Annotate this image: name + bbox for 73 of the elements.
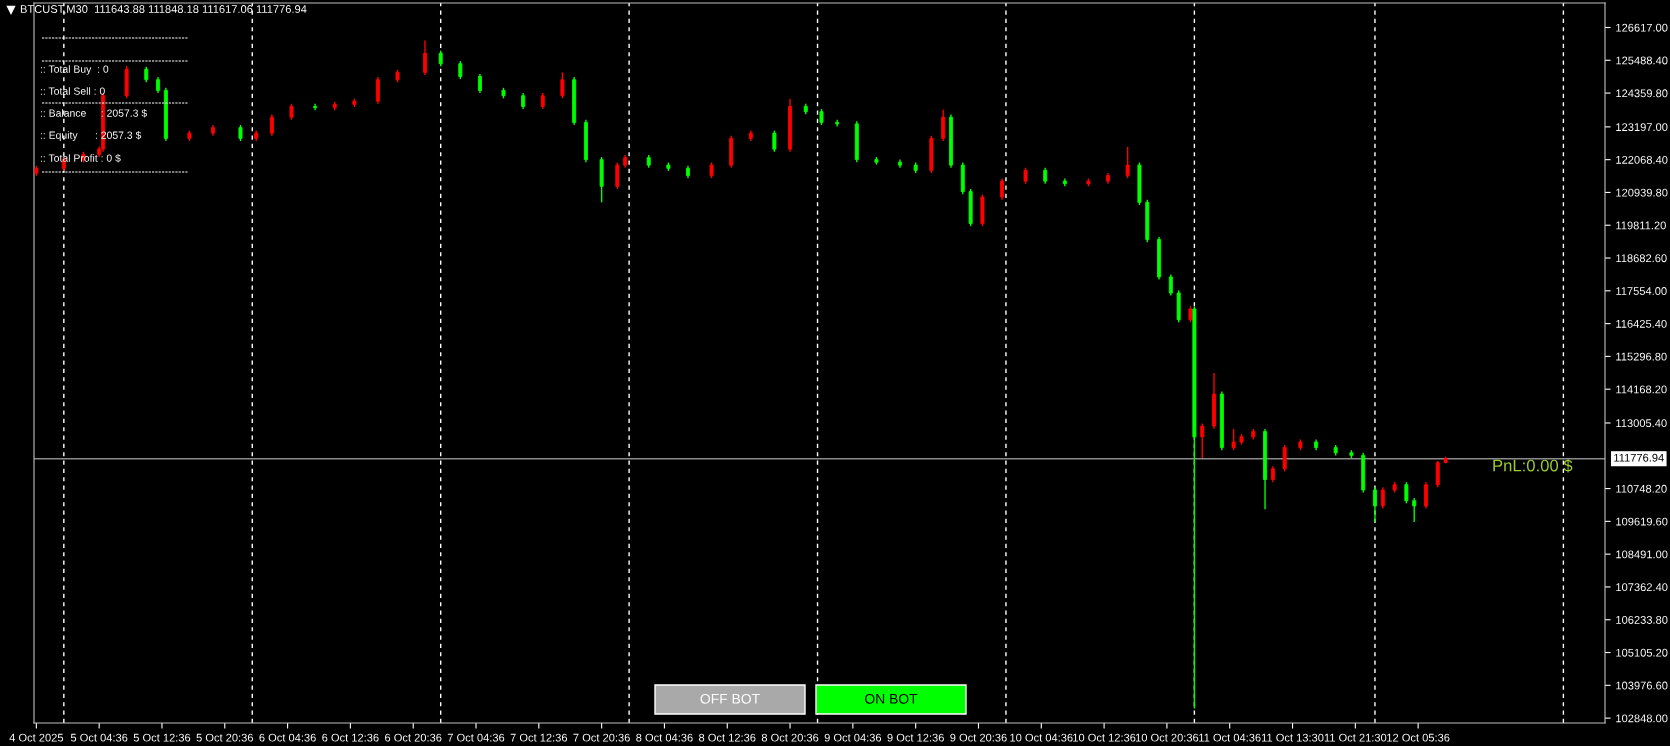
y-tick-label: 117554.00 <box>1616 287 1667 295</box>
candlestick <box>1412 497 1417 523</box>
x-tick-label: 10 Oct 12:36 <box>1073 733 1136 742</box>
x-tick-label: 6 Oct 20:36 <box>385 733 442 742</box>
candlestick <box>1168 273 1173 297</box>
x-tick-label: 4 Oct 2025 <box>9 733 64 742</box>
x-tick-label: 10 Oct 04:36 <box>1010 733 1073 742</box>
candlestick <box>615 161 620 190</box>
x-tick-label: 9 Oct 04:36 <box>824 733 882 742</box>
y-tick-label: 113005.40 <box>1616 419 1667 428</box>
chart-title: BTCUST,M30 111643.88 111848.18 111617.06 111776.94 <box>20 5 307 15</box>
x-tick-label: 5 Oct 04:36 <box>70 733 128 742</box>
x-tick-label: 9 Oct 12:36 <box>887 733 944 742</box>
annotation: ON BOT <box>865 693 918 704</box>
x-tick-label: 7 Oct 12:36 <box>510 733 568 742</box>
y-tick-label: 109619.60 <box>1616 517 1668 526</box>
x-tick-label: 11 Oct 04:36 <box>1199 733 1261 742</box>
y-tick-label: 103976.60 <box>1616 681 1668 690</box>
candlestick <box>1435 460 1440 489</box>
candlestick <box>1282 444 1287 473</box>
y-tick-label: 108491.00 <box>1616 550 1668 559</box>
annotation: OFF BOT <box>700 693 760 704</box>
annotation: :: Balance : 2057.3 $ <box>40 108 147 118</box>
candlestick <box>1424 481 1428 510</box>
candlestick <box>1000 177 1005 201</box>
candlestick <box>477 73 482 94</box>
candlestick <box>772 129 777 153</box>
candlestick <box>560 71 565 99</box>
y-tick-label: 125488.40 <box>1616 56 1668 65</box>
annotation: :: Total Buy : 0 <box>40 65 109 75</box>
candlestick <box>1125 146 1130 179</box>
y-tick-label: 120939.80 <box>1616 188 1668 197</box>
x-tick-label: 9 Oct 20:36 <box>950 733 1007 742</box>
x-tick-label: 5 Oct 20:36 <box>196 733 254 742</box>
y-tick-label: 107362.40 <box>1616 583 1668 592</box>
x-tick-label: 12 Oct 05:36 <box>1387 733 1450 742</box>
candlestick <box>941 108 946 142</box>
y-tick-label: 102848.00 <box>1616 714 1668 723</box>
y-tick-label: 116425.40 <box>1616 319 1667 328</box>
x-tick-label: 8 Oct 20:36 <box>761 733 819 742</box>
x-tick-label: 11 Oct 13:30 <box>1261 733 1324 742</box>
x-tick-label: 6 Oct 12:36 <box>322 733 379 742</box>
y-tick-label: 106233.80 <box>1616 616 1668 624</box>
y-tick-label: 115296.80 <box>1616 352 1667 361</box>
candlestick <box>1372 486 1377 523</box>
x-tick-label: 7 Oct 04:36 <box>447 733 505 742</box>
y-tick-label: 126617.00 <box>1616 23 1668 32</box>
y-tick-label: 119811.20 <box>1616 221 1666 230</box>
y-tick-label: 123197.00 <box>1616 123 1668 131</box>
x-tick-label: 5 Oct 12:36 <box>133 733 191 742</box>
y-tick-label: 124359.80 <box>1616 89 1668 98</box>
x-tick-label: 6 Oct 04:36 <box>259 733 316 742</box>
x-tick-label: 7 Oct 20:36 <box>573 733 630 742</box>
x-tick-label: 10 Oct 20:36 <box>1135 733 1199 742</box>
y-tick-label: 105105.20 <box>1616 648 1668 657</box>
candlestick <box>422 39 427 76</box>
x-tick-label: 8 Oct 04:36 <box>636 733 693 742</box>
y-tick-label: 122068.40 <box>1616 155 1668 164</box>
annotation: :: Total Sell : 0 <box>40 87 105 95</box>
y-tick-label: 118682.60 <box>1616 254 1667 263</box>
candlestick <box>1231 428 1236 451</box>
candlestick <box>269 113 274 137</box>
annotation: PnL:0.00 $ <box>1493 458 1573 473</box>
y-tick-label: 110748.20 <box>1616 484 1667 493</box>
y-tick-label: 114168.20 <box>1616 385 1667 394</box>
candlestick <box>1200 422 1205 459</box>
x-tick-label: 11 Oct 21:30 <box>1324 733 1387 742</box>
candlestick <box>1380 486 1385 510</box>
candlestick <box>375 76 380 105</box>
candlestick <box>1404 481 1409 505</box>
candlestick <box>458 60 463 80</box>
x-tick-label: 8 Oct 12:36 <box>699 733 756 742</box>
ref-line-label: 111776.94 <box>1614 453 1664 462</box>
